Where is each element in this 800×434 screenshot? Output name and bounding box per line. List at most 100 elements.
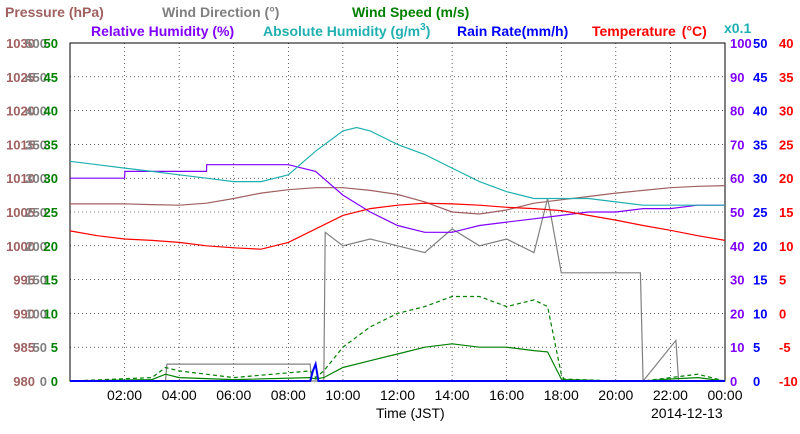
rain-tick: 15 bbox=[753, 273, 767, 288]
wind-direction-tick: 500 bbox=[25, 36, 47, 51]
series-temperature bbox=[69, 202, 726, 250]
wind-speed-tick: 10 bbox=[44, 306, 58, 321]
x-tick-label: 18:00 bbox=[544, 387, 579, 403]
rain-tick: 30 bbox=[753, 171, 767, 186]
humidity-tick: 60 bbox=[730, 171, 744, 186]
wind-direction-tick: 450 bbox=[25, 70, 47, 85]
pressure-tick: 1020 bbox=[6, 104, 35, 119]
temperature-tick: -10 bbox=[779, 374, 798, 389]
pressure-tick: 1000 bbox=[6, 239, 35, 254]
wind-direction-tick: 200 bbox=[25, 239, 47, 254]
legend-wind-speed: Wind Speed (m/s) bbox=[352, 4, 469, 20]
wind-speed-tick: 5 bbox=[51, 340, 58, 355]
wind-direction-tick: 350 bbox=[25, 137, 47, 152]
wind-direction-tick: 50 bbox=[33, 340, 47, 355]
rain-tick: 0 bbox=[753, 374, 760, 389]
legend-abs-humidity: Absolute Humidity (g/m3) bbox=[263, 22, 430, 39]
wind-speed-tick: 40 bbox=[44, 104, 58, 119]
grid bbox=[69, 42, 726, 382]
legend-pressure: Pressure (hPa) bbox=[5, 4, 104, 20]
wind-direction-tick: 0 bbox=[40, 374, 47, 389]
series-pressure bbox=[70, 185, 726, 215]
temperature-tick: 30 bbox=[779, 104, 793, 119]
legend-humidity: Relative Humidity (%) bbox=[91, 23, 234, 39]
series-wind-speed-gust bbox=[69, 295, 726, 382]
rain-tick: 10 bbox=[753, 306, 767, 321]
wind-speed-tick: 35 bbox=[44, 137, 58, 152]
wind-speed-tick: 15 bbox=[44, 273, 58, 288]
x-tick-label: 06:00 bbox=[216, 387, 251, 403]
legend-abs-humidity-close: ) bbox=[426, 23, 431, 39]
humidity-tick: 0 bbox=[730, 374, 737, 389]
rain-tick: 20 bbox=[753, 239, 767, 254]
series-rain bbox=[70, 360, 725, 382]
abs-humidity-scale-note: x0.1 bbox=[724, 20, 751, 36]
pressure-tick: 1015 bbox=[6, 137, 35, 152]
x-tick-label: 08:00 bbox=[271, 387, 306, 403]
pressure-tick: 990 bbox=[13, 306, 35, 321]
wind-speed-tick: 45 bbox=[44, 70, 58, 85]
wind-direction-tick: 150 bbox=[25, 273, 47, 288]
legend-abs-humidity-sup: 3 bbox=[420, 22, 426, 33]
x-tick-label: 12:00 bbox=[380, 387, 415, 403]
y-tick-labels: 9809859909951000100510101015102010251030… bbox=[6, 36, 798, 389]
date-label: 2014-12-13 bbox=[651, 405, 723, 421]
legend: Pressure (hPa) Wind Direction (°) Wind S… bbox=[5, 4, 751, 39]
humidity-tick: 100 bbox=[730, 36, 752, 51]
pressure-tick: 1010 bbox=[6, 171, 35, 186]
x-tick-label: 16:00 bbox=[489, 387, 524, 403]
x-tick-label: 14:00 bbox=[435, 387, 470, 403]
series-abs-humidity bbox=[69, 126, 725, 206]
humidity-tick: 20 bbox=[730, 306, 744, 321]
temperature-tick: 15 bbox=[779, 205, 793, 220]
temperature-tick: 10 bbox=[779, 239, 793, 254]
wind-speed-tick: 50 bbox=[44, 36, 58, 51]
x-tick-label: 22:00 bbox=[653, 387, 688, 403]
temperature-tick: -5 bbox=[779, 340, 791, 355]
x-tick-label: 10:00 bbox=[325, 387, 360, 403]
wind-speed-tick: 30 bbox=[44, 171, 58, 186]
x-axis-label: Time (JST) bbox=[376, 405, 445, 421]
humidity-tick: 90 bbox=[730, 70, 744, 85]
humidity-tick: 80 bbox=[730, 104, 744, 119]
temperature-tick: 5 bbox=[779, 273, 786, 288]
x-tick-labels: 02:00 04:00 06:00 08:00 10:00 12:00 14:00 16:00… bbox=[107, 387, 743, 403]
pressure-tick: 995 bbox=[13, 273, 35, 288]
rain-tick: 50 bbox=[753, 36, 767, 51]
wind-direction-tick: 100 bbox=[25, 306, 47, 321]
legend-abs-humidity-label: Absolute Humidity (g/m bbox=[263, 23, 420, 39]
humidity-tick: 50 bbox=[730, 205, 744, 220]
rain-tick: 5 bbox=[753, 340, 760, 355]
legend-temperature-unit: (°C) bbox=[682, 23, 707, 39]
temperature-tick: 40 bbox=[779, 36, 793, 51]
wind-direction-tick: 250 bbox=[25, 205, 47, 220]
legend-temperature: Temperature (°C) bbox=[592, 23, 707, 39]
series-wind-direction bbox=[70, 198, 698, 383]
pressure-tick: 985 bbox=[13, 340, 35, 355]
plot-area bbox=[69, 126, 726, 383]
humidity-tick: 40 bbox=[730, 239, 744, 254]
x-tick-label: 00:00 bbox=[707, 387, 742, 403]
legend-wind-direction: Wind Direction (°) bbox=[162, 4, 279, 20]
temperature-tick: 0 bbox=[779, 306, 786, 321]
x-tick-label: 20:00 bbox=[598, 387, 633, 403]
x-tick-label: 02:00 bbox=[107, 387, 142, 403]
pressure-tick: 1025 bbox=[6, 70, 35, 85]
wind-direction-tick: 400 bbox=[25, 104, 47, 119]
rain-tick: 35 bbox=[753, 137, 767, 152]
legend-rain: Rain Rate(mm/h) bbox=[457, 23, 568, 39]
rain-tick: 25 bbox=[753, 205, 767, 220]
temperature-tick: 20 bbox=[779, 171, 793, 186]
wind-speed-tick: 0 bbox=[51, 374, 58, 389]
wind-speed-tick: 25 bbox=[44, 205, 58, 220]
humidity-tick: 30 bbox=[730, 273, 744, 288]
wind-speed-tick: 20 bbox=[44, 239, 58, 254]
temperature-tick: 35 bbox=[779, 70, 793, 85]
pressure-tick: 980 bbox=[13, 374, 35, 389]
wind-direction-tick: 300 bbox=[25, 171, 47, 186]
pressure-tick: 1005 bbox=[6, 205, 35, 220]
legend-temperature-label: Temperature bbox=[592, 23, 676, 39]
x-tick-label: 04:00 bbox=[162, 387, 197, 403]
humidity-tick: 10 bbox=[730, 340, 744, 355]
